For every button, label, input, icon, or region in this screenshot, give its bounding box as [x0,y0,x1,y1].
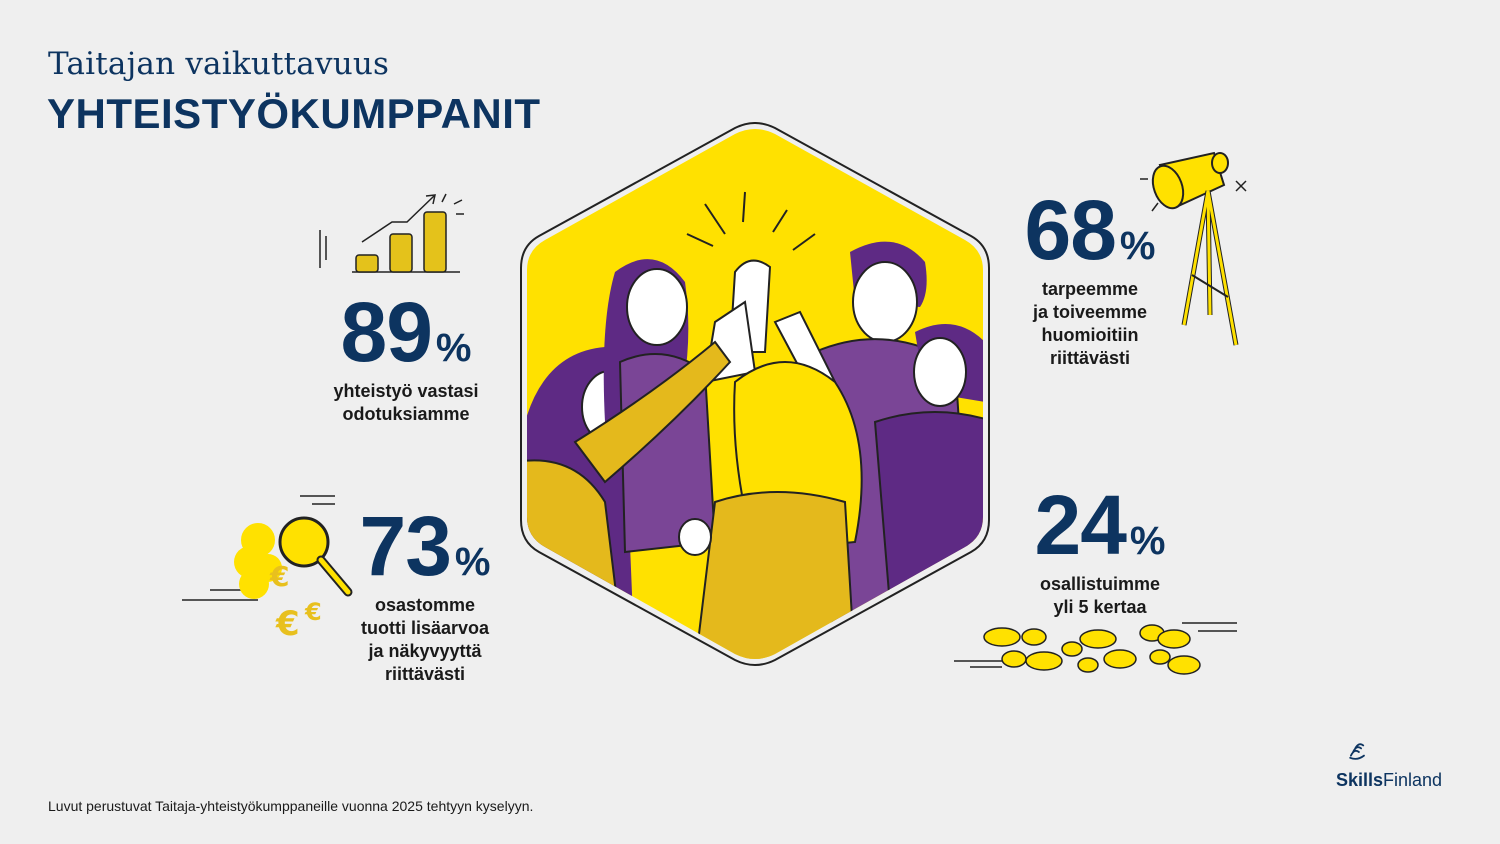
footnote: Luvut perustuvat Taitaja-yhteistyökumppa… [48,798,534,814]
stat-value: 24% [1034,478,1166,572]
spotlight-icon [1140,151,1247,346]
stat-value: 73% [359,499,491,593]
stat-value: 89% [340,285,472,379]
footprints-icon [954,622,1237,675]
stat-value: 68% [1024,183,1156,277]
magnifier-euro-icon: € € € [182,495,353,644]
skills-finland-logo-icon [1349,743,1365,760]
stat-description: yhteistyö vastasi odotuksiamme [333,381,479,424]
svg-text:€: € [269,560,289,593]
skills-finland-logo[interactable]: SkillsFinland [1336,770,1443,790]
svg-text:€: € [304,598,322,626]
stat-description: tarpeemme ja toiveemme huomioitiin riitt… [1032,279,1148,368]
stat-description: osallistuimme yli 5 kertaa [1039,574,1161,617]
page-supertitle: Taitajan vaikuttavuus [48,46,390,82]
stat-expectations: 89% yhteistyö vastasi odotuksiamme [318,290,494,426]
stat-participation: 24% osallistuimme yli 5 kertaa [1010,483,1190,619]
high-five-illustration [520,122,990,666]
stat-description: osastomme tuotti lisäarvoa ja näkyvyyttä… [360,595,490,684]
bar-chart-icon [319,193,464,273]
stat-needs-considered: 68% tarpeemme ja toiveemme huomioitiin r… [1000,188,1180,370]
svg-text:€: € [275,604,300,644]
page-title: YHTEISTYÖKUMPPANIT [47,90,541,137]
stat-added-value: 73% osastomme tuotti lisäarvoa ja näkyvy… [335,504,515,686]
